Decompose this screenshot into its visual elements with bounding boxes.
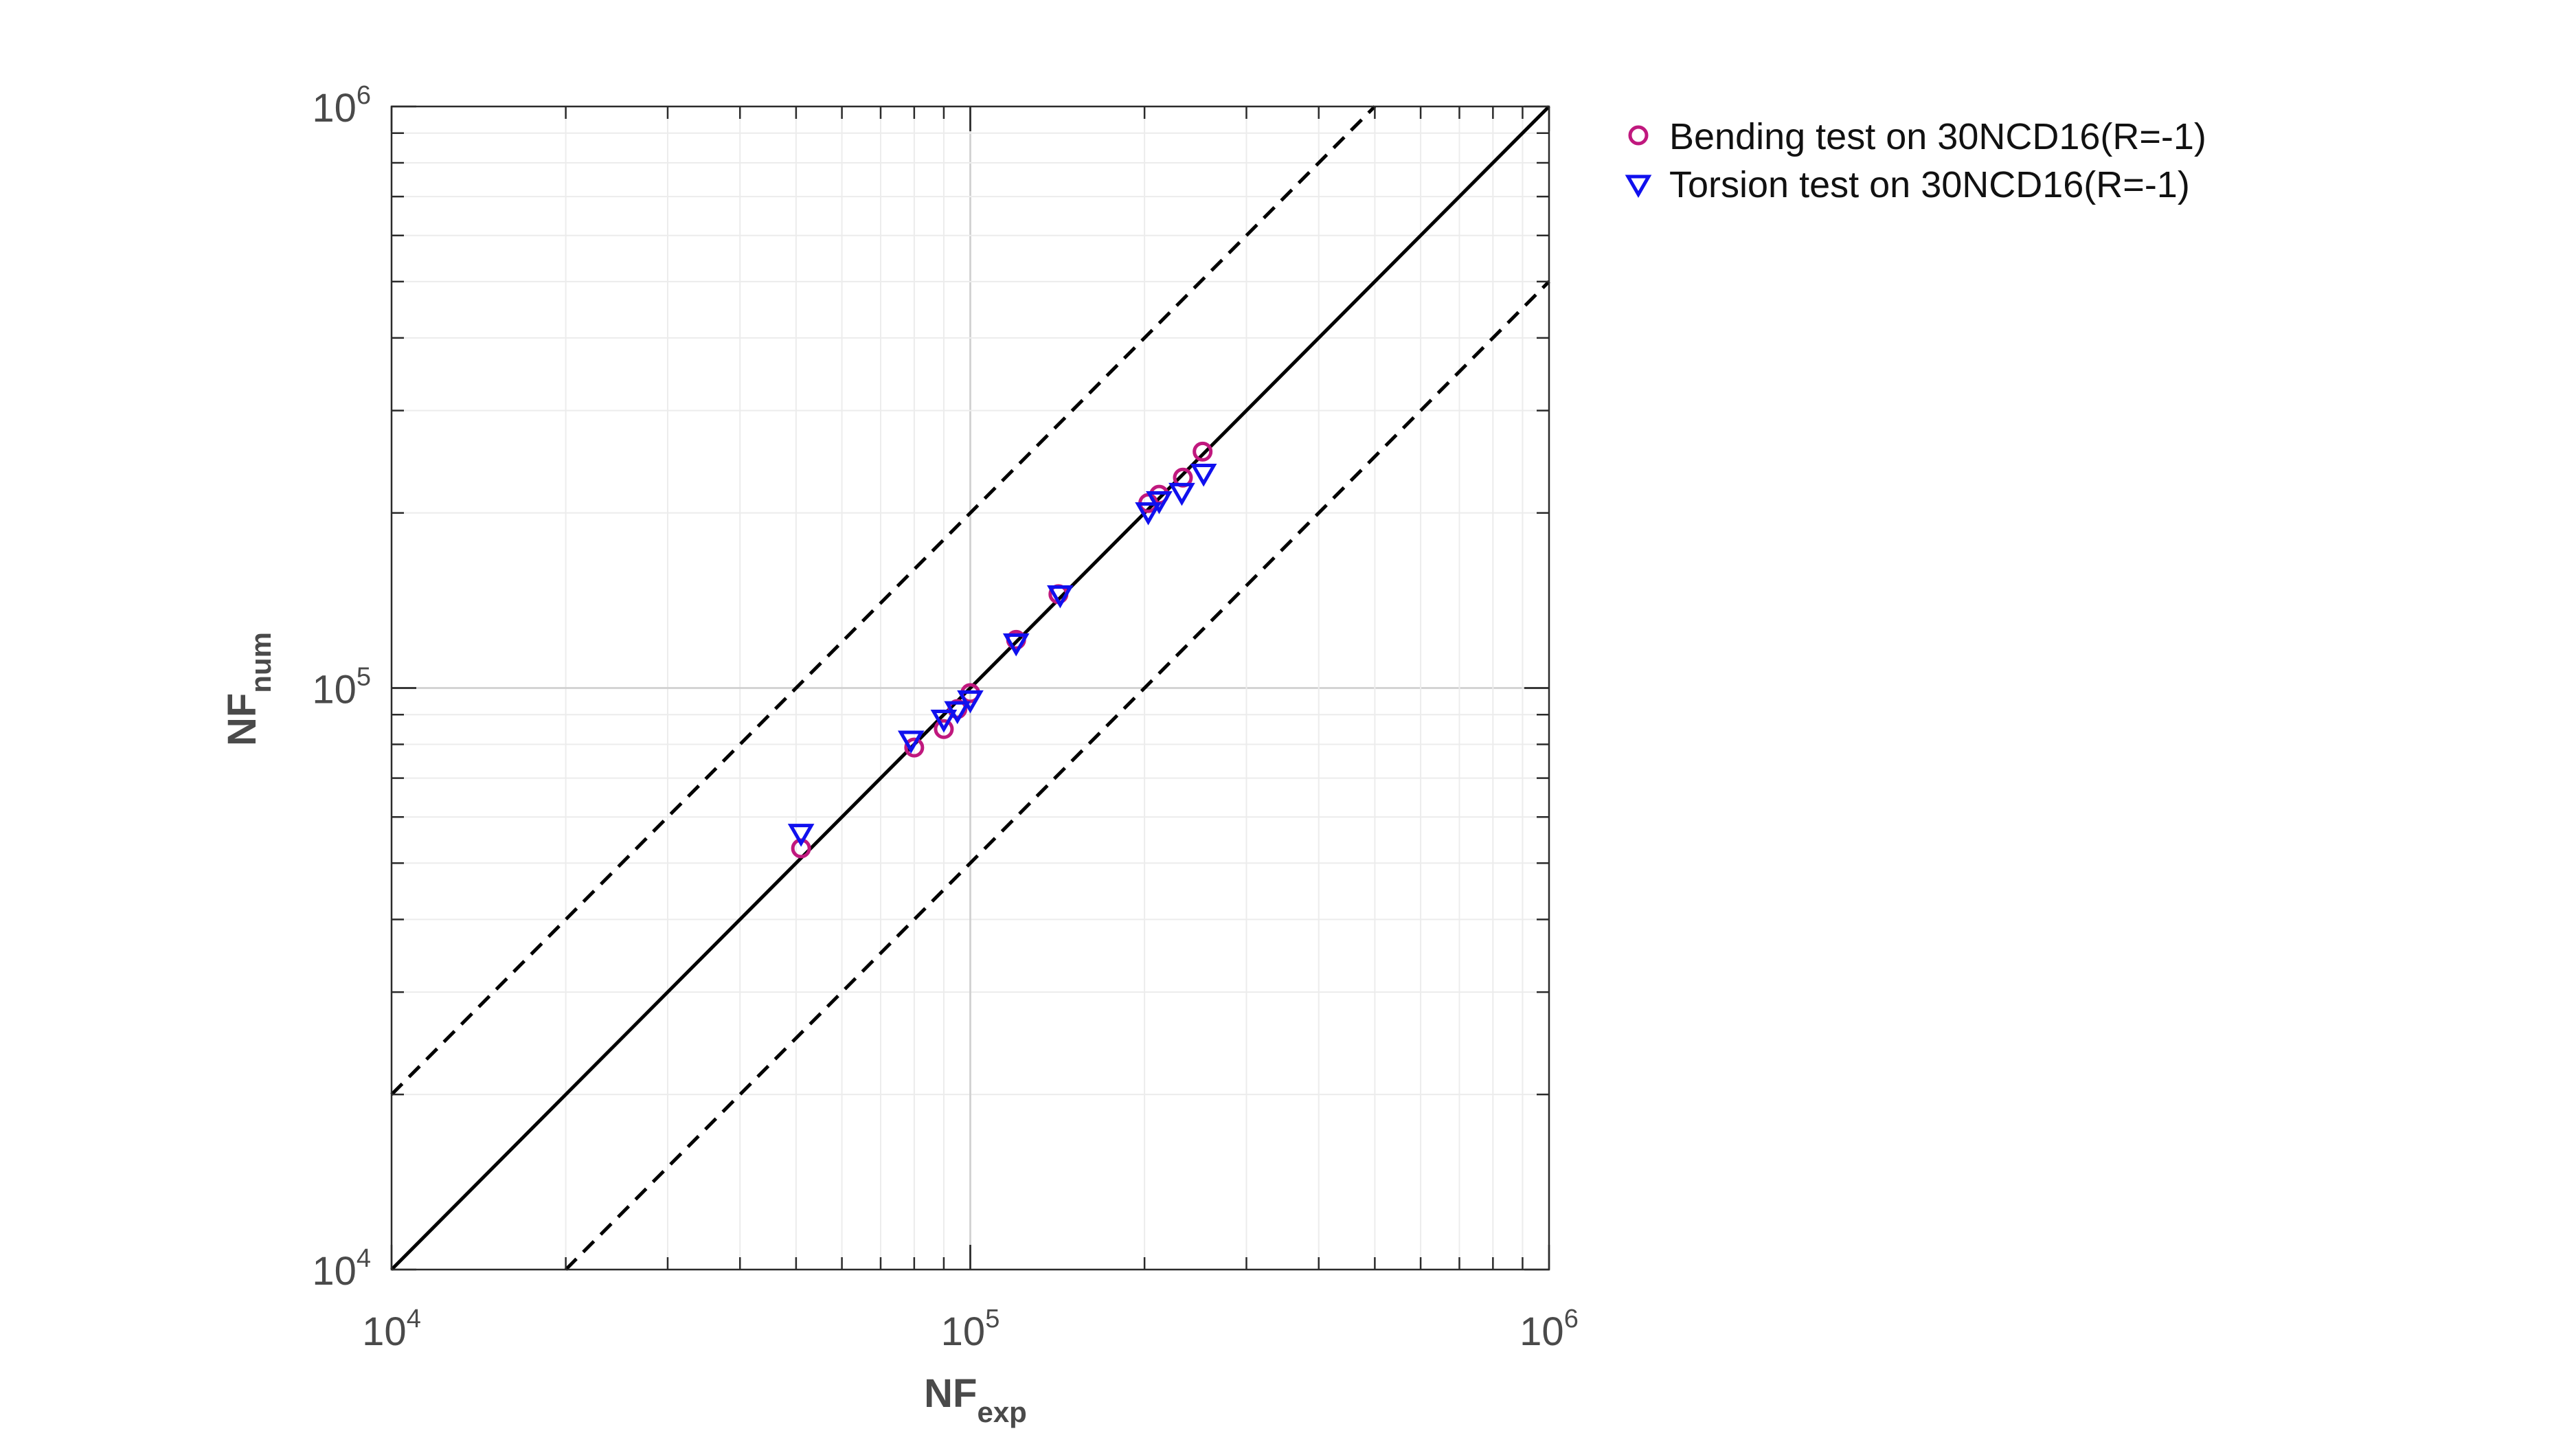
- y-tick-label-exponent: 5: [357, 663, 371, 692]
- bending-data-point: [904, 737, 925, 758]
- torsion-data-point: [957, 690, 984, 714]
- torsion-data-point: [1135, 502, 1162, 526]
- x-tick-label: 105: [941, 1305, 1000, 1354]
- reference-line-dashed: [564, 280, 1550, 1271]
- y-tick-label-exponent: 4: [357, 1244, 371, 1273]
- reference-lines: [390, 105, 1550, 1271]
- x-tick-label-exponent: 6: [1564, 1305, 1579, 1333]
- x-tick-label: 106: [1519, 1305, 1579, 1354]
- x-tick-label-base: 10: [941, 1309, 986, 1354]
- legend-triangle-marker-icon: [1625, 174, 1652, 199]
- x-tick-label-exponent: 5: [985, 1305, 999, 1333]
- torsion-data-point: [930, 709, 958, 733]
- bending-data-point: [1193, 441, 1213, 462]
- axis-ticks: [390, 105, 1550, 1271]
- torsion-data-point: [1168, 482, 1195, 506]
- y-axis-label-main: NF: [220, 693, 264, 746]
- x-tick-label-exponent: 4: [407, 1305, 421, 1333]
- y-tick-label-base: 10: [312, 668, 357, 712]
- y-tick-label: 106: [312, 81, 371, 131]
- legend-label-torsion: Torsion test on 30NCD16(R=-1): [1669, 164, 2190, 205]
- x-axis-label-main: NF: [924, 1371, 977, 1416]
- y-tick-label-base: 10: [312, 1249, 357, 1294]
- torsion-data-point: [1146, 491, 1173, 515]
- torsion-data-point: [944, 701, 971, 725]
- legend-item-bending: Bending test on 30NCD16(R=-1): [1628, 116, 2206, 157]
- torsion-data-point: [1047, 585, 1074, 609]
- x-axis-label: NFexp: [924, 1371, 1027, 1428]
- legend: Bending test on 30NCD16(R=-1) Torsion te…: [1625, 116, 2206, 205]
- torsion-data-point: [1002, 633, 1030, 657]
- x-tick-label: 104: [362, 1305, 421, 1354]
- torsion-data-point: [897, 730, 925, 754]
- y-axis-label: NFnum: [220, 632, 277, 746]
- y-tick-label: 104: [312, 1244, 371, 1294]
- x-tick-label-base: 10: [362, 1309, 407, 1354]
- reference-line-dashed: [390, 105, 1377, 1096]
- torsion-data-point: [1190, 464, 1217, 487]
- legend-item-torsion: Torsion test on 30NCD16(R=-1): [1625, 164, 2190, 205]
- y-axis-label-sub: num: [245, 632, 277, 693]
- reference-line-solid: [390, 105, 1550, 1271]
- x-axis-label-sub: exp: [977, 1396, 1026, 1428]
- legend-circle-marker-icon: [1628, 125, 1649, 146]
- y-tick-label: 105: [312, 663, 371, 712]
- y-tick-label-exponent: 6: [357, 81, 371, 110]
- legend-label-bending: Bending test on 30NCD16(R=-1): [1669, 116, 2206, 157]
- bending-data-point: [934, 719, 954, 739]
- x-tick-label-base: 10: [1519, 1309, 1564, 1354]
- torsion-data-point: [787, 824, 815, 847]
- y-tick-label-base: 10: [312, 86, 357, 131]
- data-markers: [787, 441, 1217, 859]
